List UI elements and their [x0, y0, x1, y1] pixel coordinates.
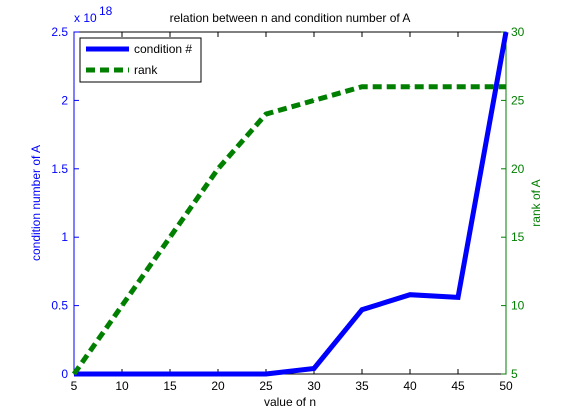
y-right-tick-label: 5	[511, 367, 518, 381]
x-axis-label: value of n	[264, 395, 316, 409]
rank-point	[505, 86, 507, 88]
plot-area	[73, 31, 507, 375]
rank-point	[169, 236, 171, 238]
condition-point	[409, 294, 411, 296]
y-left-tick-label: 2.5	[51, 25, 68, 39]
y-right-tick-label: 30	[511, 25, 525, 39]
condition-point	[313, 368, 315, 370]
y-left-tick-label: 2	[61, 93, 68, 107]
legend: condition # rank	[79, 37, 202, 83]
left-exponent-base: x 10	[74, 11, 97, 25]
rank-point	[217, 168, 219, 170]
y-left-tick-label: 1	[61, 230, 68, 244]
condition-point	[505, 31, 507, 33]
x-tick-label: 45	[451, 379, 465, 393]
condition-point	[361, 309, 363, 311]
x-tick-label: 10	[115, 379, 129, 393]
rank-point	[457, 86, 459, 88]
y-right-tick-label: 20	[511, 162, 525, 176]
x-tick-label: 35	[355, 379, 369, 393]
rank-point	[121, 305, 123, 307]
x-tick-label: 50	[499, 379, 513, 393]
rank-point	[409, 86, 411, 88]
y-axis-right-label: rank of A	[529, 179, 543, 226]
y-axis-left: 0 0.5 1 1.5 2 2.5	[51, 25, 79, 381]
x-tick-label: 30	[307, 379, 321, 393]
condition-point	[265, 373, 267, 375]
condition-point	[169, 373, 171, 375]
plot-frame	[73, 31, 507, 375]
y-right-tick-label: 25	[511, 93, 525, 107]
legend-label-condition: condition #	[134, 42, 192, 56]
condition-point	[121, 373, 123, 375]
y-right-tick-label: 15	[511, 230, 525, 244]
legend-label-rank: rank	[134, 63, 158, 77]
x-axis: 5 10 15 20 25 30 35 40 45 50	[71, 32, 513, 393]
series-line-rank	[71, 84, 506, 376]
y-left-tick-label: 0	[61, 367, 68, 381]
condition-point	[217, 373, 219, 375]
rank-point	[361, 86, 363, 88]
y-right-tick-label: 10	[511, 299, 525, 313]
series-layer	[71, 31, 509, 377]
y-axis-left-label: condition number of A	[29, 145, 43, 261]
left-exponent-power: 18	[99, 4, 113, 18]
left-exponent: x 10 18	[74, 4, 113, 25]
chart-title: relation between n and condition number …	[170, 11, 411, 25]
x-tick-label: 20	[211, 379, 225, 393]
y-left-tick-label: 0.5	[51, 299, 68, 313]
series-line-condition	[74, 31, 509, 377]
x-tick-label: 5	[71, 379, 78, 393]
rank-point	[265, 113, 267, 115]
rank-point	[73, 373, 75, 375]
rank-point	[313, 99, 315, 101]
x-tick-label: 15	[163, 379, 177, 393]
x-tick-label: 25	[259, 379, 273, 393]
y-axis-right: 5 10 15 20 25 30	[501, 25, 525, 381]
condition-point	[457, 296, 459, 298]
x-tick-label: 40	[403, 379, 417, 393]
y-left-tick-label: 1.5	[51, 162, 68, 176]
legend-box	[79, 37, 202, 83]
